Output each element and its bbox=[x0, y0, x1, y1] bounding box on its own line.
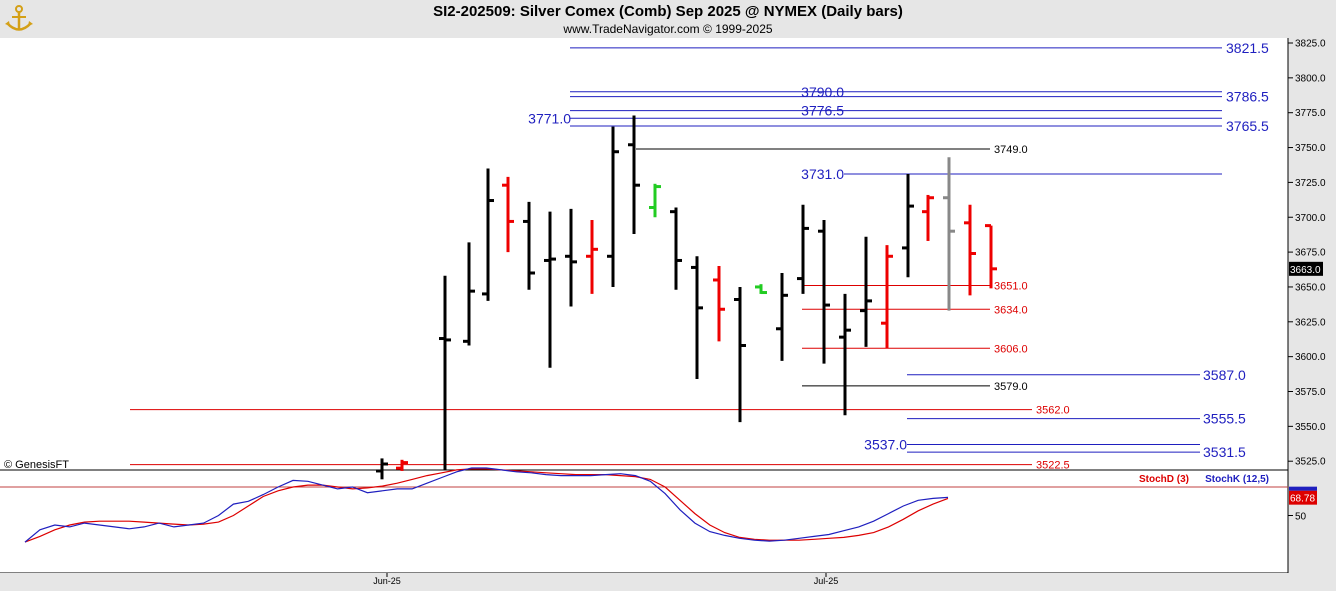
price-tick-label: 3650.0 bbox=[1295, 282, 1326, 293]
price-tick-label: 3550.0 bbox=[1295, 422, 1326, 433]
ohlc-bar bbox=[755, 284, 767, 295]
ohlc-bar bbox=[649, 183, 661, 218]
ohlc-bar bbox=[482, 168, 494, 301]
price-levels: 3821.5 3790.0 3786.5 3776.5 3771.0 3765.5 3749… bbox=[130, 40, 1269, 472]
level-label: 3771.0 bbox=[528, 110, 571, 126]
price-axis-background bbox=[1288, 38, 1336, 591]
stochk-last-marker bbox=[1289, 486, 1317, 491]
ohlc-bar bbox=[628, 115, 640, 234]
price-tick-label: 3525.0 bbox=[1295, 457, 1326, 468]
level-label: 3562.0 bbox=[1036, 405, 1070, 417]
ohlc-bar bbox=[502, 176, 514, 253]
time-axis: Jun-25 Jul-25 bbox=[373, 573, 838, 586]
level-label: 3651.0 bbox=[994, 281, 1028, 293]
ohlc-bar bbox=[964, 204, 976, 296]
ohlc-bar bbox=[922, 194, 934, 241]
stoch-line bbox=[24, 468, 949, 543]
price-tick-label: 3750.0 bbox=[1295, 143, 1326, 154]
level-label: 3579.0 bbox=[994, 381, 1028, 393]
ohlc-bar bbox=[544, 211, 556, 368]
ohlc-bar bbox=[586, 220, 598, 294]
stochd-legend: StochD (3) bbox=[1139, 474, 1189, 485]
ohlc-bar bbox=[943, 157, 955, 311]
ohlc-bar bbox=[839, 293, 851, 416]
time-tick-label: Jun-25 bbox=[373, 576, 401, 586]
level-label: 3606.0 bbox=[994, 343, 1028, 355]
ohlc-bar bbox=[818, 220, 830, 364]
ohlc-bar bbox=[376, 458, 388, 480]
level-label: 3790.0 bbox=[801, 84, 844, 100]
ohlc-bar bbox=[713, 266, 725, 342]
last-price-box bbox=[1289, 261, 1323, 276]
price-tick-label: 3625.0 bbox=[1295, 317, 1326, 328]
watermark: © GenesisFT bbox=[4, 459, 69, 471]
price-tick-label: 3575.0 bbox=[1295, 387, 1326, 398]
ohlc-bar bbox=[734, 286, 746, 423]
level-label: 3765.5 bbox=[1226, 118, 1269, 134]
anchor-logo-icon bbox=[2, 2, 36, 36]
ohlc-bar bbox=[396, 459, 408, 471]
ohlc-bar bbox=[523, 201, 535, 290]
level-label: 3786.5 bbox=[1226, 89, 1269, 105]
price-chart[interactable]: 3825.0 3800.0 3775.0 3750.0 3725.0 3700.0 3675… bbox=[0, 38, 1336, 591]
ohlc-bars bbox=[376, 115, 997, 480]
price-tick-label: 3600.0 bbox=[1295, 352, 1326, 363]
level-label: 3537.0 bbox=[864, 436, 907, 452]
ohlc-bar bbox=[881, 245, 893, 349]
level-label: 3522.5 bbox=[1036, 460, 1070, 472]
level-label: 3555.5 bbox=[1203, 411, 1246, 427]
level-label: 3634.0 bbox=[994, 304, 1028, 316]
chart-title: SI2-202509: Silver Comex (Comb) Sep 2025… bbox=[433, 3, 903, 20]
stochastic-pane: 50 68.78 StochD (3) StochK (12,5) bbox=[0, 467, 1317, 543]
time-tick-label: Jul-25 bbox=[814, 576, 839, 586]
price-tick-label: 3700.0 bbox=[1295, 213, 1326, 224]
ohlc-bar bbox=[565, 208, 577, 307]
level-label: 3749.0 bbox=[994, 144, 1028, 156]
price-axis: 3825.0 3800.0 3775.0 3750.0 3725.0 3700.0 3675… bbox=[1288, 39, 1326, 468]
level-label: 3821.5 bbox=[1226, 40, 1269, 56]
price-tick-label: 3775.0 bbox=[1295, 108, 1326, 119]
price-tick-label: 3675.0 bbox=[1295, 248, 1326, 259]
stoch-tick-label: 50 bbox=[1295, 512, 1307, 523]
ohlc-bar bbox=[776, 273, 788, 361]
price-tick-label: 3825.0 bbox=[1295, 39, 1326, 50]
stoch-line bbox=[24, 467, 949, 543]
ohlc-bar bbox=[463, 242, 475, 346]
ohlc-bar bbox=[607, 126, 619, 287]
stoch-last-value-label: 68.78 bbox=[1290, 494, 1315, 505]
chart-subtitle: www.TradeNavigator.com © 1999-2025 bbox=[563, 22, 773, 36]
level-label: 3587.0 bbox=[1203, 367, 1246, 383]
ohlc-bar bbox=[439, 275, 451, 470]
price-tick-label: 3800.0 bbox=[1295, 73, 1326, 84]
level-label: 3776.5 bbox=[801, 103, 844, 119]
ohlc-bar bbox=[670, 207, 682, 290]
time-axis-background bbox=[0, 573, 1288, 591]
ohlc-bar bbox=[691, 256, 703, 379]
ohlc-bar bbox=[797, 204, 809, 294]
last-price-label: 3663.0 bbox=[1290, 265, 1321, 276]
level-label: 3731.0 bbox=[801, 166, 844, 182]
ohlc-bar bbox=[985, 224, 997, 289]
stoch-last-value-box bbox=[1289, 490, 1317, 505]
level-label: 3531.5 bbox=[1203, 444, 1246, 460]
ohlc-bar bbox=[902, 174, 914, 278]
ohlc-bar bbox=[860, 236, 872, 347]
chart-header bbox=[0, 0, 1336, 38]
stochk-legend: StochK (12,5) bbox=[1205, 474, 1269, 485]
price-tick-label: 3725.0 bbox=[1295, 178, 1326, 189]
